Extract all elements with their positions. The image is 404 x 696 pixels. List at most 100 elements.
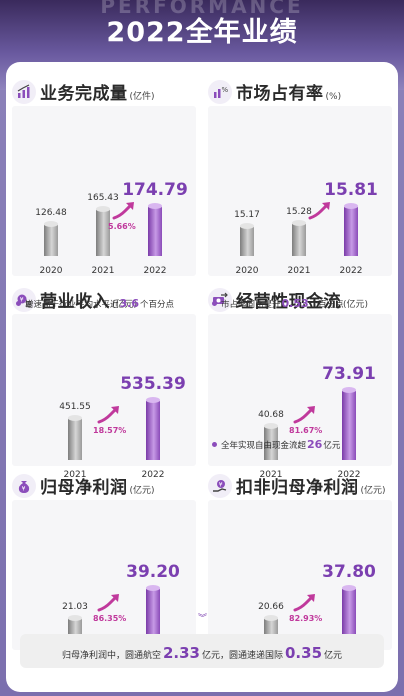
chart-bar [68,415,82,460]
bar-value-label: 126.48 [35,208,67,218]
panel-unit: (亿件) [129,92,155,102]
growth-arrow-icon [293,406,315,424]
chart-bar [146,397,160,460]
chart-bar [264,423,278,460]
note-highlight: 26 [307,438,323,451]
bar-value-label: 15.81 [324,180,378,200]
results-card: 业务完成量 (亿件) 126.48 2020 165.43 2021 174.79 202… [6,62,398,692]
chart-bar [344,203,358,256]
footer-value-international: 0.35 [285,644,323,662]
bar-value-label: 40.68 [258,410,284,420]
panel-title: 业务完成量 [40,84,128,104]
bar-value-label: 20.66 [258,602,284,612]
coin-stack-icon: ¥ [12,288,36,312]
svg-text:¥: ¥ [20,297,24,304]
note-text: 市占率同比提升 [221,300,281,310]
growth-rate-label: 18.57% [93,426,127,435]
scroll-down-chevron-icon: ︾ [198,614,208,624]
bar-value-label: 451.55 [59,402,91,412]
business-note: 增速高于行业平均水平近 3.6 个百分点 [16,297,174,310]
footer-text: 归母净利润中，圆通航空 [61,651,161,661]
axis-tick-label: 2022 [141,470,165,480]
note-text: 亿元 [323,441,341,451]
panel-header: ¥ 扣非归母净利润 (亿元) [208,470,386,498]
panel-unit: (亿元) [360,486,386,496]
panel-business-volume: 业务完成量 (亿件) 126.48 2020 165.43 2021 174.79 202… [12,76,196,276]
growth-rate-label: 86.35% [93,614,127,623]
panel-unit: (亿元) [112,300,138,310]
chart-bar [146,585,160,648]
bar-value-label: 535.39 [120,374,186,394]
axis-tick-label: 2021 [287,266,311,276]
note-text: 个百分点 [140,300,175,310]
axis-tick-label: 2020 [39,266,63,276]
footer-value-aviation: 2.33 [162,644,200,662]
growth-arrow-icon [293,594,315,612]
chart-bar [292,219,306,256]
panel-header: ¥ 营业收入 (亿元) [12,284,137,312]
panel-title: 经营性现金流 [236,292,341,312]
chart-bar [148,203,162,256]
bar-value-label: 21.03 [62,602,88,612]
axis-tick-label: 2021 [63,470,87,480]
axis-tick-label: 2022 [337,470,361,480]
growth-rate-label: 81.67% [289,426,323,435]
bar-chart-icon [12,80,36,104]
note-text: 个百分点 [309,300,344,310]
growth-arrow-icon [308,202,330,220]
svg-text:¥: ¥ [22,486,26,493]
svg-text:%: % [222,86,229,94]
panel-unit: (亿元) [129,486,155,496]
axis-tick-label: 2022 [339,266,363,276]
panel-net-profit: ¥ 归母净利润 (亿元) 21.03 2021 39.20 2022 86.35% [12,470,196,670]
chart-area [12,500,196,650]
growth-rate-label: 5.66% [108,222,136,231]
market-note: 市占率同比提升 0.53 个百分点 [212,297,344,310]
bar-value-label: 174.79 [122,180,188,200]
money-bag-icon: ¥ [12,474,36,498]
bullet-dot-icon [212,442,217,447]
axis-tick-label: 2021 [91,266,115,276]
bullet-dot-icon [16,301,21,306]
svg-text:¥: ¥ [219,481,223,488]
chart-bar [44,221,58,256]
panel-market-share: % 市场占有率 (%) 15.17 2020 15.28 2021 15.81 2022 [208,76,392,276]
chart-bar [240,223,254,256]
panel-unit: (亿元) [343,300,369,310]
panel-title: 市场占有率 [236,84,324,104]
axis-tick-label: 2020 [235,266,259,276]
note-text: 全年实现自由现金流超 [221,441,307,451]
note-highlight: 0.53 [281,297,309,310]
bar-value-label: 73.91 [322,364,376,384]
bar-value-label: 39.20 [126,562,180,582]
growth-rate-label: 82.93% [289,614,323,623]
growth-arrow-icon [97,406,119,424]
growth-arrow-icon [112,202,134,220]
panel-title: 归母净利润 [40,478,128,498]
bar-value-label: 37.80 [322,562,376,582]
note-text: 增速高于行业平均水平近 [25,300,119,310]
growth-arrow-icon [97,594,119,612]
panel-header: ¥ 归母净利润 (亿元) [12,470,155,498]
money-hand-icon: ¥ [208,474,232,498]
bar-value-label: 15.17 [234,210,260,220]
panel-operating-cash-flow: 经营性现金流 (亿元) 40.68 2021 73.91 2022 81.67% [208,284,392,484]
panel-header: % 市场占有率 (%) [208,76,341,104]
axis-tick-label: 2021 [259,470,283,480]
chart-area [12,314,196,466]
bar-value-label: 165.43 [87,193,119,204]
footer-summary: 归母净利润中，圆通航空 2.33 亿元，圆通速递国际 0.35 亿元 [20,634,384,668]
panel-header: 业务完成量 (亿件) [12,76,155,104]
chart-area [208,314,392,466]
axis-tick-label: 2022 [143,266,167,276]
panel-unit: (%) [325,92,342,102]
chart-bar [96,206,110,256]
panel-title: 扣非归母净利润 [236,478,359,498]
footer-text: 亿元，圆通速递国际 [201,651,283,661]
chart-bar [342,585,356,648]
header-watermark: PERFORMANCE [100,0,304,18]
panel-adjusted-net-profit: ¥ 扣非归母净利润 (亿元) 20.66 2021 37.80 2022 82.93% [208,470,392,670]
bar-value-label: 15.28 [286,206,312,217]
percent-chart-icon: % [208,80,232,104]
bullet-dot-icon [212,301,217,306]
